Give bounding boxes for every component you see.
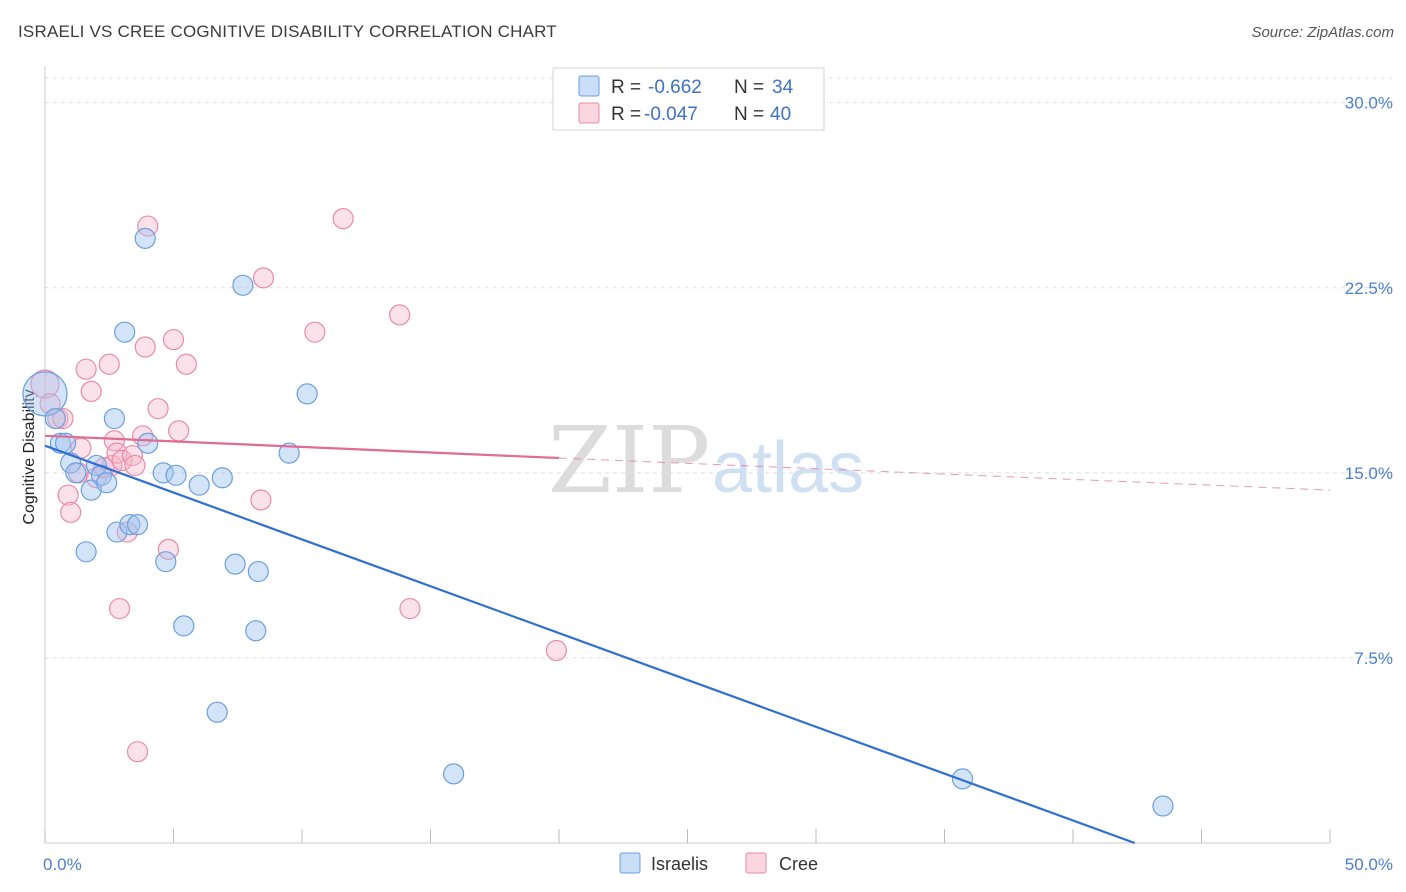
cree-point-17	[111, 449, 133, 472]
legend-r-value-israelis: -0.662	[648, 77, 702, 98]
cree-point-9	[80, 380, 102, 403]
israelis-point-17	[137, 432, 159, 454]
israelis-point-18	[152, 462, 174, 484]
cree-point-4	[57, 484, 79, 506]
cree-point-27	[162, 328, 185, 351]
x-tick-label-1: 50.0%	[1345, 855, 1393, 874]
israelis-point-33	[1152, 795, 1174, 817]
y-tick-label-0: 7.5%	[1354, 649, 1393, 668]
bottom-legend-label-israelis: Israelis	[651, 854, 708, 874]
israelis-point-31	[443, 763, 465, 785]
israelis-point-16	[134, 227, 156, 250]
israelis-point-12	[106, 521, 128, 543]
y-tick-label-2: 22.5%	[1345, 279, 1393, 298]
cree-trend-line	[44, 434, 560, 460]
watermark: ZIP atlas	[548, 407, 864, 514]
legend-r-label-cree: R =	[611, 104, 641, 125]
israelis-point-0	[22, 371, 68, 417]
israelis-point-19	[155, 551, 177, 573]
israelis-point-22	[188, 474, 210, 496]
cree-point-30	[250, 489, 272, 511]
chart-source: Source: ZipAtlas.com	[1251, 24, 1394, 41]
cree-point-34	[389, 304, 411, 326]
israelis-point-11	[103, 407, 125, 430]
cree-point-3	[52, 407, 74, 430]
bottom-legend-swatch-cree	[745, 852, 767, 874]
legend-n-label-israelis: N =	[734, 77, 764, 98]
legend-n-value-cree: 40	[770, 104, 791, 125]
israelis-point-21	[173, 615, 195, 637]
israelis-point-15	[126, 514, 149, 536]
cree-trend-line-dashed	[558, 457, 1331, 491]
cree-point-28	[168, 420, 190, 442]
cree-point-12	[98, 353, 120, 375]
israelis-point-29	[278, 442, 300, 464]
series-israelis	[22, 227, 1174, 817]
cree-point-16	[108, 597, 131, 620]
cree-point-23	[134, 336, 156, 358]
cree-point-32	[304, 321, 326, 343]
y-tick-label-1: 15.0%	[1345, 464, 1393, 483]
israelis-point-23	[206, 701, 228, 723]
israelis-point-32	[951, 768, 974, 790]
legend-swatch-cree	[578, 102, 600, 124]
cree-point-36	[545, 639, 568, 662]
axes	[44, 66, 1331, 844]
israelis-point-2	[49, 432, 72, 454]
cree-point-29	[175, 353, 197, 375]
legend-n-label-cree: N =	[734, 104, 764, 125]
x-tick-labels: 0.0% 50.0%	[43, 855, 1393, 874]
israelis-point-6	[75, 541, 97, 563]
israelis-point-10	[96, 472, 118, 494]
israelis-point-5	[65, 462, 87, 484]
y-tick-labels: 7.5% 15.0% 22.5% 30.0%	[1345, 94, 1393, 668]
cree-point-33	[332, 208, 354, 230]
chart-title: ISRAELI VS CREE COGNITIVE DISABILITY COR…	[18, 22, 557, 41]
cree-point-31	[252, 267, 275, 289]
cree-point-35	[399, 597, 421, 620]
legend-n-value-israelis: 34	[772, 77, 794, 98]
bottom-legend-label-cree: Cree	[779, 854, 818, 874]
israelis-trend-line	[44, 444, 1136, 845]
israelis-point-14	[119, 514, 141, 536]
cree-point-8	[75, 358, 97, 380]
israelis-point-7	[80, 479, 102, 501]
x-tick-label-0: 0.0%	[43, 855, 82, 874]
israelis-point-24	[211, 467, 233, 489]
legend-swatch-israelis	[578, 75, 600, 97]
cree-point-0	[30, 369, 60, 399]
israelis-point-28	[247, 560, 269, 583]
series-cree	[30, 208, 568, 763]
israelis-point-1	[44, 407, 66, 430]
y-tick-label-3: 30.0%	[1345, 94, 1393, 113]
trend-lines	[44, 434, 1331, 845]
top-legend: R = -0.662 N = 34 R = -0.047 N = 40	[552, 67, 825, 131]
bottom-legend: Israelis Cree	[619, 852, 818, 874]
cree-point-25	[147, 398, 169, 420]
legend-r-label-israelis: R =	[611, 77, 641, 98]
legend-r-value-cree: -0.047	[644, 104, 698, 125]
israelis-point-13	[114, 321, 136, 343]
cree-point-21	[126, 741, 149, 763]
israelis-point-27	[245, 620, 267, 642]
cree-point-5	[60, 501, 82, 523]
y-axis-title: Cognitive Disability	[21, 389, 38, 524]
cree-point-20	[124, 454, 146, 477]
grid-lines	[45, 77, 1392, 659]
israelis-point-20	[165, 464, 187, 486]
israelis-point-25	[224, 553, 246, 575]
israelis-point-30	[296, 383, 318, 405]
israelis-point-26	[232, 274, 254, 296]
bottom-legend-swatch-israelis	[619, 852, 641, 874]
